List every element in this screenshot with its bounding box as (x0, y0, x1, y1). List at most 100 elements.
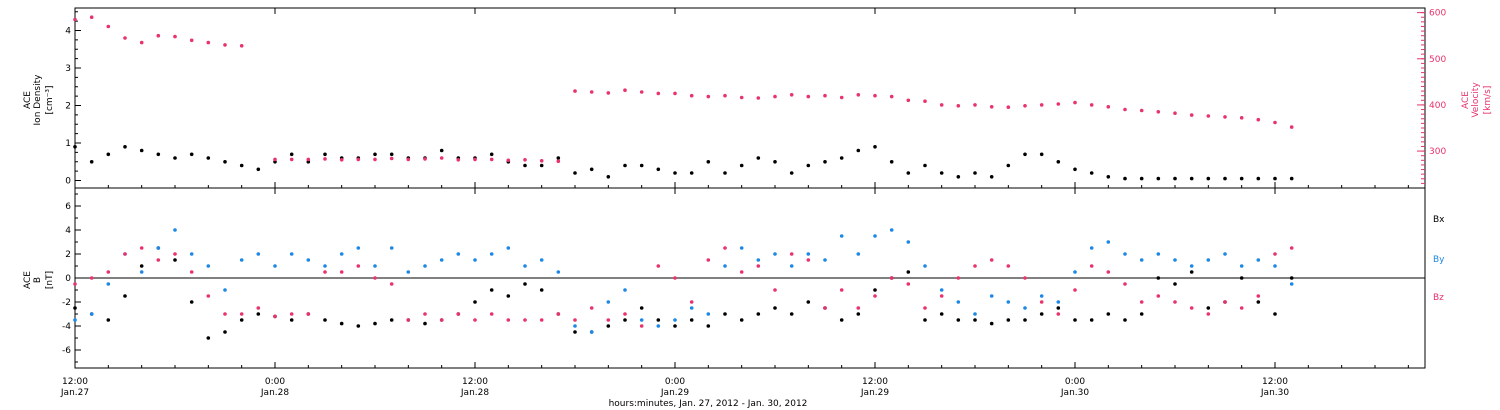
date-tick-label: Jan.28 (260, 388, 289, 398)
point-bz (289, 312, 294, 316)
point-velocity (756, 96, 761, 100)
point-velocity (989, 105, 994, 109)
point-velocity (723, 93, 727, 98)
point-bx (1073, 318, 1077, 322)
data-marks (73, 15, 1294, 340)
point-bx (989, 321, 994, 326)
point-bx (856, 312, 861, 316)
point-velocity (639, 90, 644, 94)
point-velocity (423, 157, 427, 161)
point-ion-density (106, 152, 111, 157)
point-ion-density (739, 163, 744, 168)
top-right-axis-label: ACE Velocity [km/s] (1461, 82, 1493, 118)
point-ion-density (223, 160, 227, 164)
point-by (1156, 252, 1161, 256)
point-ion-density (1173, 176, 1177, 181)
point-ion-density (1289, 176, 1294, 181)
point-ion-density (1106, 175, 1111, 179)
point-bx (173, 258, 177, 262)
point-velocity (889, 94, 894, 99)
point-bz (73, 282, 77, 286)
point-bz (823, 306, 827, 310)
point-velocity (689, 93, 694, 98)
point-by (256, 252, 261, 256)
point-ion-density (89, 160, 94, 164)
point-bx (1173, 282, 1177, 286)
point-bx (323, 318, 327, 322)
point-bx (506, 294, 511, 298)
point-bx (806, 300, 811, 304)
density-label-line2: Ion Density (33, 74, 43, 126)
point-by (1139, 258, 1144, 262)
point-by (1256, 258, 1261, 262)
bottom-axis-ticks: -6 -4 -2 0 2 4 6 (62, 193, 81, 363)
point-bz (906, 282, 911, 286)
density-label-unit: [cm⁻³] (45, 85, 55, 114)
top-left-axis-label: ACE Ion Density [cm⁻³] (23, 74, 55, 126)
point-by (806, 252, 811, 256)
point-velocity (206, 40, 211, 45)
point-bz (1056, 312, 1061, 316)
point-ion-density (789, 171, 794, 175)
point-bz (473, 318, 477, 322)
point-by (506, 246, 511, 250)
point-ion-density (639, 163, 644, 168)
point-bx (1089, 318, 1094, 322)
point-velocity (873, 93, 877, 98)
point-by (639, 318, 644, 322)
point-bz (506, 318, 511, 322)
point-by (1023, 306, 1027, 310)
point-velocity (1123, 107, 1127, 112)
point-velocity (89, 15, 94, 19)
point-bx (389, 318, 394, 322)
point-by (489, 252, 494, 256)
point-velocity (1239, 116, 1244, 120)
point-by (1089, 246, 1094, 250)
date-tick-label: Jan.27 (60, 388, 89, 398)
point-bz (273, 314, 277, 319)
point-bz (539, 318, 544, 322)
point-velocity (1173, 111, 1177, 115)
point-bz (739, 270, 744, 274)
point-bx (289, 318, 294, 322)
point-bx (1256, 300, 1261, 304)
date-tick-label: Jan.29 (660, 388, 689, 398)
point-bx (739, 318, 744, 322)
point-velocity (356, 157, 361, 162)
point-bx (656, 318, 661, 322)
b-tick-label: 4 (65, 226, 71, 236)
point-bx (939, 312, 944, 316)
date-tick-label: Jan.30 (1260, 388, 1289, 398)
point-velocity (823, 93, 827, 98)
point-velocity (373, 157, 377, 162)
point-bz (1273, 252, 1277, 256)
time-tick-label: 0:00 (265, 377, 285, 387)
b-label-unit: [nT] (45, 271, 55, 289)
point-by (823, 258, 827, 262)
point-bz (239, 312, 244, 316)
point-bz (489, 312, 494, 316)
point-bz (973, 264, 977, 268)
point-bz (589, 306, 594, 310)
point-bz (1256, 294, 1261, 298)
point-ion-density (689, 171, 694, 175)
point-velocity (156, 33, 161, 38)
point-bx (423, 321, 427, 326)
point-by (1073, 270, 1077, 274)
point-bx (106, 318, 111, 322)
point-ion-density (923, 163, 927, 168)
point-ion-density (1273, 176, 1277, 181)
point-velocity (1189, 113, 1194, 117)
time-tick-label: 0:00 (1065, 377, 1085, 387)
point-bx (223, 330, 227, 334)
point-bz (106, 270, 111, 274)
velocity-label-unit: [km/s] (1483, 86, 1493, 115)
point-bz (306, 312, 311, 316)
point-bx (839, 318, 844, 322)
point-velocity (123, 36, 127, 40)
point-by (956, 300, 961, 304)
point-velocity (1139, 108, 1144, 113)
point-velocity (1223, 115, 1227, 119)
point-velocity (473, 157, 477, 162)
